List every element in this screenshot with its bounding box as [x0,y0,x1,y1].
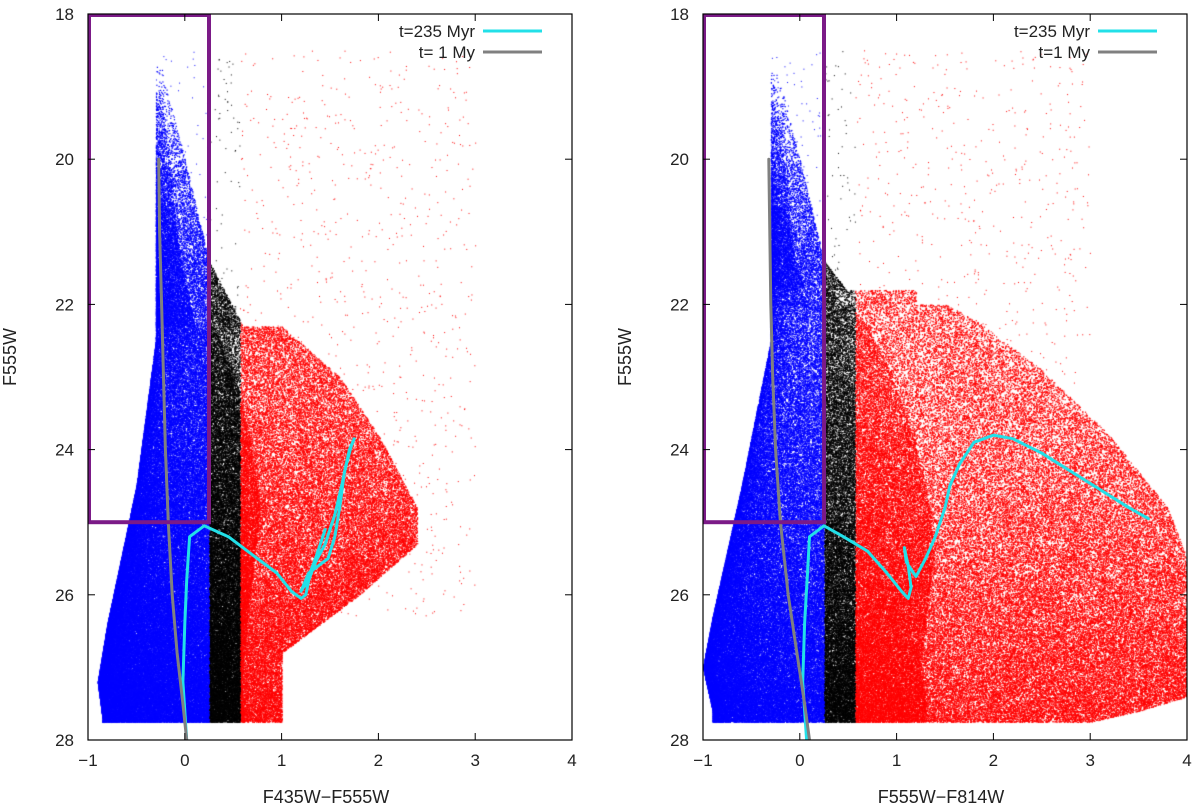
y-tick-label: 28 [670,731,689,750]
y-axis-label: F555W [0,328,20,386]
legend-label: t=1 My [1039,43,1091,62]
isochrone-235myr-line [181,437,356,740]
legend-label: t=235 Myr [1014,22,1090,41]
x-tick-label: 3 [1085,751,1094,770]
x-tick-label: 0 [180,751,189,770]
legend-label: t=235 Myr [399,22,475,41]
plot-frame [702,13,1188,741]
cmd-left-panel: −1 0 1 2 3 4 18 20 22 24 26 28 F435W−F555W F555W t=235… [0,5,577,807]
x-tick-label: 2 [374,751,383,770]
selection-box [703,14,826,525]
x-tick-label: 4 [567,751,576,770]
x-tick-label: 4 [1182,751,1191,770]
x-axis-label: F435W−F555W [263,787,390,807]
y-tick-label: 26 [670,586,689,605]
x-tick-label: 3 [470,751,479,770]
y-tick-label: 22 [670,295,689,314]
x-tick-label: 1 [892,751,901,770]
plot-frame [87,13,573,741]
isochrone-235myr-line [801,433,1150,740]
x-tick-label: 1 [277,751,286,770]
y-tick-label: 18 [670,5,689,24]
y-tick-label: 22 [55,295,74,314]
x-tick-label: 0 [795,751,804,770]
plot-area [88,14,572,740]
y-tick-label: 18 [55,5,74,24]
y-tick-label: 24 [670,441,689,460]
x-tick-label: −1 [693,751,712,770]
y-tick-label: 28 [55,731,74,750]
plot-area [703,14,1187,740]
y-tick-label: 26 [55,586,74,605]
y-tick-label: 24 [55,441,74,460]
isochrone-1my-line [767,157,811,740]
x-tick-label: −1 [78,751,97,770]
cmd-right-panel: −1 0 1 2 3 4 18 20 22 24 26 28 F555W−F814W F555W t=235… [615,5,1192,807]
star-population-cloud [703,14,1187,740]
x-tick-label: 2 [989,751,998,770]
isochrone-1my-line [157,157,189,740]
y-axis-label: F555W [615,328,635,386]
y-tick-label: 20 [670,150,689,169]
y-tick-label: 20 [55,150,74,169]
x-axis-label: F555W−F814W [878,787,1005,807]
selection-box [88,14,211,525]
star-population-cloud [88,14,572,740]
legend-label: t= 1 My [419,43,476,62]
